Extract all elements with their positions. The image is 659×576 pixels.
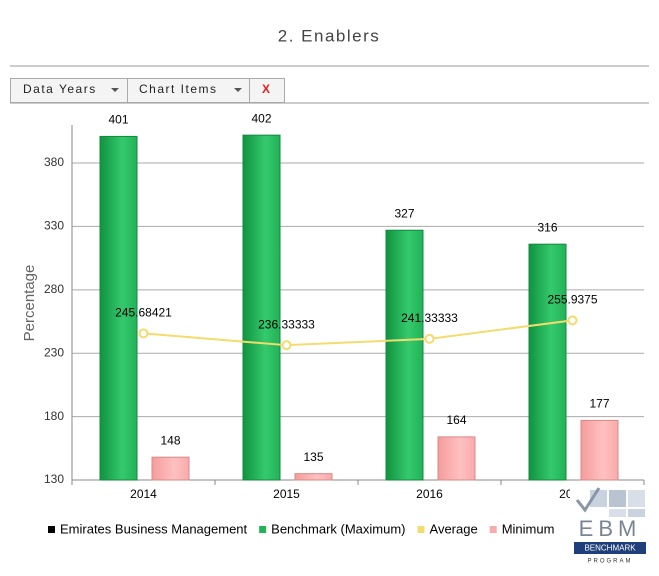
legend-swatch [48,526,55,533]
data-years-button[interactable]: Data Years [23,82,119,96]
legend-label: Benchmark (Maximum) [271,521,405,536]
legend-label: Emirates Business Management [60,521,248,536]
value-label: 177 [589,397,609,411]
bar [242,134,281,481]
legend-swatch [489,526,497,533]
page-title: 2. Enablers [278,26,381,45]
value-label: 164 [446,413,466,427]
x-tick-label: 2015 [273,487,300,501]
logo-square [628,509,645,517]
close-button[interactable]: X [262,82,270,96]
y-tick-label: 280 [44,282,64,296]
logo-check [575,487,601,513]
value-label: 316 [537,220,557,234]
x-tick-label: 2016 [416,487,443,501]
logo-name: EBM [579,516,642,541]
bar [528,243,567,481]
bar [99,135,138,481]
value-label: 401 [108,113,128,127]
button-label: Data Years [23,82,97,96]
bar [580,419,619,481]
average-point [424,333,435,344]
button-label: Chart Items [139,82,218,96]
value-label: 135 [303,450,323,464]
legend-label: Average [430,521,478,536]
average-point [567,315,578,326]
logo-line1: BENCHMARK [584,544,636,553]
value-label: 148 [160,433,180,447]
y-tick-label: 180 [44,409,64,423]
logo-square [628,490,645,507]
chart-items-button[interactable]: Chart Items [139,82,242,96]
bar [385,229,424,481]
y-axis-label: Percentage [21,265,38,342]
plot: 1301802302803303802014201520162017401402… [44,111,645,501]
dropdown-arrow [234,88,242,92]
legend-swatch [417,526,425,533]
legend: Emirates Business Management Benchmark (M… [48,521,554,536]
value-label: 402 [251,111,271,125]
y-tick-label: 130 [44,472,64,486]
logo-square [609,509,626,517]
legend-label: Minimum [502,521,555,536]
average-point [281,340,292,351]
dropdown-arrow [111,88,119,92]
value-label: 255.9375 [547,293,597,307]
y-tick-label: 330 [44,219,64,233]
legend-swatch [259,526,267,533]
y-tick-label: 380 [44,155,64,169]
logo: EBM BENCHMARK PROGRAM [570,486,650,568]
average-point [138,328,149,339]
value-label: 327 [394,206,414,220]
toolbar: Data Years Chart Items X [10,78,285,103]
value-label: 245.68421 [115,306,172,320]
bar [151,456,190,481]
logo-square [609,490,626,507]
y-tick-label: 230 [44,345,64,359]
logo-band [574,542,646,554]
x-tick-label: 2014 [130,487,157,501]
bar [437,436,476,481]
average-line [143,319,573,347]
logo-line2: PROGRAM [587,559,632,565]
value-label: 241.33333 [401,311,458,325]
bar [294,473,333,481]
value-label: 236.33333 [258,317,315,331]
